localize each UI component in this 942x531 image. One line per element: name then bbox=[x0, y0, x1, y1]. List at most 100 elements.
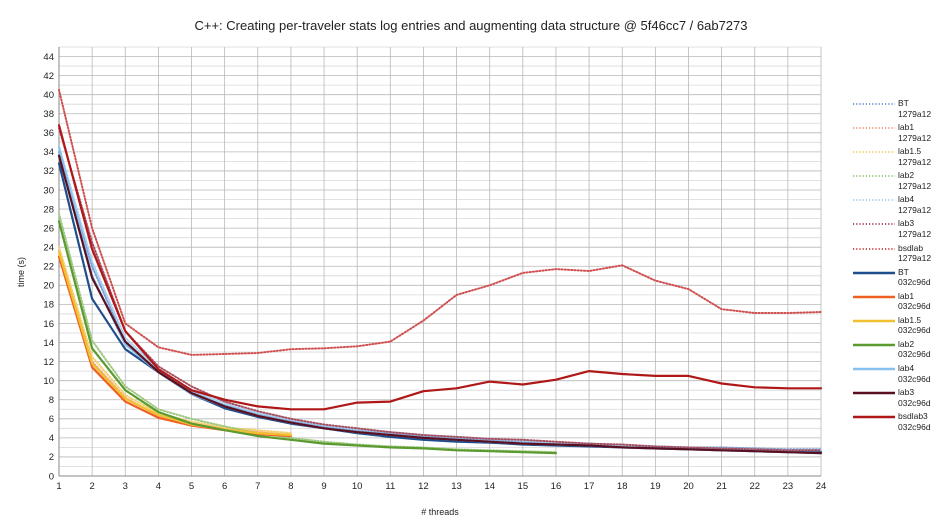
legend-sublabel: 1279a12 bbox=[898, 108, 932, 119]
legend-swatch bbox=[852, 149, 896, 155]
legend-sublabel: 032c96d bbox=[898, 277, 931, 288]
y-tick-label: 16 bbox=[43, 319, 54, 330]
legend-entry: lab1 1279a12 bbox=[852, 122, 940, 146]
y-tick-label: 0 bbox=[49, 471, 54, 482]
legend-swatch bbox=[852, 246, 896, 252]
legend-text: lab3 032c96d bbox=[898, 387, 931, 408]
y-tick-label: 40 bbox=[43, 90, 54, 101]
legend-sublabel: 032c96d bbox=[898, 349, 931, 360]
legend-label: lab3 bbox=[898, 387, 915, 398]
legend-swatch bbox=[852, 101, 896, 107]
y-tick-label: 28 bbox=[43, 204, 54, 215]
legend-text: lab1 1279a12 bbox=[898, 122, 931, 143]
x-tick-label: 1 bbox=[56, 481, 61, 492]
y-tick-label: 42 bbox=[43, 71, 54, 82]
x-tick-label: 16 bbox=[551, 481, 562, 492]
legend-label: BT bbox=[898, 266, 909, 277]
legend-swatch bbox=[852, 125, 896, 131]
x-tick-label: 7 bbox=[255, 481, 260, 492]
y-tick-label: 24 bbox=[43, 243, 54, 254]
legend-sublabel: 1279a12 bbox=[898, 204, 932, 215]
legend-entry: lab2 1279a12 bbox=[852, 170, 940, 194]
legend-sublabel: 1279a12 bbox=[898, 253, 932, 264]
x-tick-label: 13 bbox=[451, 481, 462, 492]
legend-sublabel: 032c96d bbox=[898, 397, 931, 408]
legend-sublabel: 1279a12 bbox=[898, 156, 932, 167]
series-line-lab4-1279a12 bbox=[58, 146, 822, 452]
y-tick-label: 22 bbox=[43, 262, 54, 273]
y-tick-label: 2 bbox=[49, 452, 54, 463]
legend-entry: lab2 032c96d bbox=[852, 339, 940, 363]
x-tick-label: 3 bbox=[123, 481, 128, 492]
legend-text: lab4 1279a12 bbox=[898, 194, 931, 215]
y-tick-label: 34 bbox=[43, 147, 54, 158]
x-axis-label: # threads bbox=[421, 507, 459, 517]
legend-swatch bbox=[852, 366, 896, 372]
x-tick-label: 20 bbox=[683, 481, 694, 492]
x-tick-label: 8 bbox=[288, 481, 293, 492]
legend-label: lab4 bbox=[898, 363, 915, 374]
y-tick-label: 6 bbox=[49, 414, 54, 425]
x-tick-label: 12 bbox=[418, 481, 429, 492]
legend: BT 1279a12 lab1 1279a12 lab1.5 1279a12 lab2 127… bbox=[852, 98, 940, 435]
series-line-lab1-5-032c96d bbox=[57, 250, 292, 437]
legend-text: lab1 032c96d bbox=[898, 291, 931, 312]
legend-text: lab4 032c96d bbox=[898, 363, 931, 384]
legend-sublabel: 032c96d bbox=[898, 373, 931, 384]
legend-sublabel: 1279a12 bbox=[898, 228, 932, 239]
x-tick-label: 10 bbox=[352, 481, 363, 492]
legend-sublabel: 032c96d bbox=[898, 421, 931, 432]
legend-entry: bsdlab 1279a12 bbox=[852, 243, 940, 267]
legend-text: lab2 032c96d bbox=[898, 339, 931, 360]
legend-sublabel: 1279a12 bbox=[898, 132, 932, 143]
legend-label: lab3 bbox=[898, 218, 915, 229]
series-line-lab3-032c96d bbox=[57, 154, 823, 455]
x-tick-label: 4 bbox=[156, 481, 161, 492]
legend-entry: lab4 1279a12 bbox=[852, 194, 940, 218]
legend-entry: lab1.5 1279a12 bbox=[852, 146, 940, 170]
legend-label: lab2 bbox=[898, 170, 915, 181]
legend-label: bsdlab bbox=[898, 242, 924, 253]
legend-entry: lab3 032c96d bbox=[852, 387, 940, 411]
legend-swatch bbox=[852, 342, 896, 348]
y-tick-label: 32 bbox=[43, 166, 54, 177]
legend-sublabel: 032c96d bbox=[898, 301, 931, 312]
legend-text: BT 1279a12 bbox=[898, 98, 931, 119]
legend-swatch bbox=[852, 197, 896, 203]
y-tick-label: 30 bbox=[43, 185, 54, 196]
y-tick-label: 14 bbox=[43, 338, 54, 349]
y-tick-label: 44 bbox=[43, 52, 54, 63]
y-tick-label: 8 bbox=[49, 395, 54, 406]
x-tick-label: 18 bbox=[617, 481, 628, 492]
legend-sublabel: 032c96d bbox=[898, 325, 931, 336]
legend-sublabel: 1279a12 bbox=[898, 180, 932, 191]
legend-text: lab1.5 1279a12 bbox=[898, 146, 931, 167]
legend-label: BT bbox=[898, 98, 909, 108]
grid bbox=[58, 46, 822, 477]
legend-label: lab1 bbox=[898, 290, 915, 301]
legend-entry: bsdlab3 032c96d bbox=[852, 411, 940, 435]
y-tick-label: 12 bbox=[43, 357, 54, 368]
x-tick-label: 24 bbox=[816, 481, 827, 492]
legend-text: lab2 1279a12 bbox=[898, 170, 931, 191]
y-axis-label: time (s) bbox=[16, 257, 26, 287]
y-tick-label: 38 bbox=[43, 109, 54, 120]
legend-swatch bbox=[852, 318, 896, 324]
legend-text: bsdlab3 032c96d bbox=[898, 411, 931, 432]
series-line-lab3-1279a12 bbox=[58, 127, 822, 452]
legend-label: lab1 bbox=[898, 122, 915, 133]
legend-label: lab1.5 bbox=[898, 146, 922, 157]
y-tick-label: 4 bbox=[49, 433, 54, 444]
x-tick-label: 22 bbox=[749, 481, 760, 492]
legend-swatch bbox=[852, 390, 896, 396]
legend-text: bsdlab 1279a12 bbox=[898, 243, 931, 264]
x-tick-label: 19 bbox=[650, 481, 661, 492]
legend-swatch bbox=[852, 173, 896, 179]
legend-entry: BT 1279a12 bbox=[852, 98, 940, 122]
legend-entry: lab1 032c96d bbox=[852, 291, 940, 315]
x-tick-label: 2 bbox=[89, 481, 94, 492]
y-tick-label: 10 bbox=[43, 376, 54, 387]
x-tick-label: 9 bbox=[321, 481, 326, 492]
x-tick-label: 17 bbox=[584, 481, 595, 492]
x-tick-label: 14 bbox=[484, 481, 495, 492]
